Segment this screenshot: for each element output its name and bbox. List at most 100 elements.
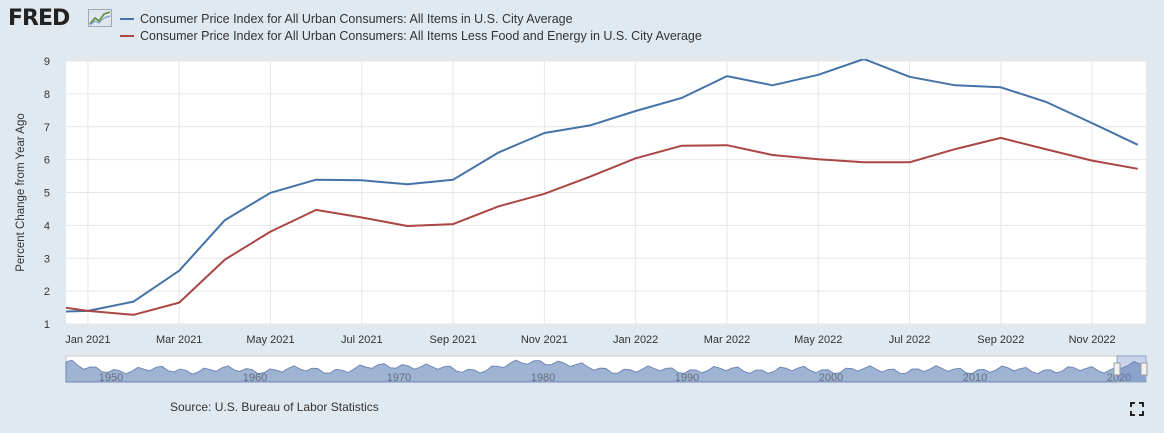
x-tick-label-2022-11: Nov 2022	[1069, 334, 1116, 346]
x-tick-label-2022-01: Jan 2022	[613, 334, 658, 346]
data-point-0-2022-02[interactable]	[675, 92, 687, 104]
legend-swatch-cpi-all	[120, 17, 134, 20]
data-point-0-2022-06[interactable]	[858, 53, 870, 65]
data-point-0-2022-08[interactable]	[949, 79, 961, 91]
data-point-1-2021-11[interactable]	[538, 188, 550, 200]
data-point-0-2021-05[interactable]	[264, 187, 276, 199]
data-point-0-2021-09[interactable]	[447, 174, 459, 186]
navigator-tick-label-2020: 2020	[1107, 372, 1131, 384]
navigator-tick-label-1960: 1960	[243, 372, 267, 384]
data-point-0-2022-11[interactable]	[1086, 117, 1098, 129]
y-axis-label: Percent Change from Year Ago	[15, 113, 27, 272]
series-lines	[42, 53, 1144, 321]
data-point-0-2021-07[interactable]	[356, 174, 368, 186]
fred-logo[interactable]: FRED	[8, 6, 70, 31]
data-point-1-2022-03[interactable]	[721, 139, 733, 151]
data-point-1-2021-06[interactable]	[310, 204, 322, 216]
y-tick-label-9: 9	[44, 56, 50, 68]
grid-lines	[66, 60, 1146, 325]
x-tick-label-2022-07: Jul 2022	[889, 334, 931, 346]
y-tick-label-2: 2	[44, 286, 50, 298]
data-point-0-2022-05[interactable]	[812, 69, 824, 81]
data-point-1-2021-12[interactable]	[584, 171, 596, 183]
data-point-0-2021-02[interactable]	[128, 296, 140, 308]
navigator-tick-label-1990: 1990	[675, 372, 699, 384]
x-tick-label-2022-05: May 2022	[794, 334, 842, 346]
x-tick-label-2021-09: Sep 2021	[430, 334, 477, 346]
x-tick-label-2022-03: Mar 2022	[704, 334, 750, 346]
x-tick-label-2021-05: May 2021	[246, 334, 294, 346]
navigator-tick-label-1950: 1950	[99, 372, 123, 384]
data-point-1-2021-09[interactable]	[447, 218, 459, 230]
data-point-0-2021-11[interactable]	[538, 127, 550, 139]
y-tick-label-6: 6	[44, 155, 50, 167]
data-point-0-2022-01[interactable]	[630, 105, 642, 117]
chart-header: FRED Consumer Price Index for All Urban …	[0, 0, 1164, 52]
data-point-1-2021-04[interactable]	[219, 254, 231, 266]
fullscreen-icon[interactable]	[1130, 402, 1144, 416]
navigator-tick-label-2010: 2010	[963, 372, 987, 384]
y-tick-label-4: 4	[44, 220, 50, 232]
legend-label-cpi-all: Consumer Price Index for All Urban Consu…	[140, 11, 573, 26]
x-tick-label-2021-11: Nov 2021	[521, 334, 568, 346]
data-point-1-2022-07[interactable]	[904, 156, 916, 168]
data-point-0-2022-10[interactable]	[1040, 96, 1052, 108]
data-point-0-2021-08[interactable]	[401, 178, 413, 190]
series-line-cpi-core[interactable]	[42, 136, 1138, 316]
data-point-0-2021-06[interactable]	[310, 174, 322, 186]
data-point-0-2021-03[interactable]	[173, 265, 185, 277]
source-note: Source: U.S. Bureau of Labor Statistics	[170, 400, 379, 414]
data-point-1-2022-08[interactable]	[949, 143, 961, 155]
x-tick-label-2021-07: Jul 2021	[341, 334, 383, 346]
x-axis-ticks: Jan 2021 Mar 2021 May 2021 Jul 2021 Sep 2021…	[65, 334, 1115, 346]
x-tick-label-2022-09: Sep 2022	[977, 334, 1024, 346]
legend-label-cpi-core: Consumer Price Index for All Urban Consu…	[140, 28, 702, 43]
data-point-1-2022-06[interactable]	[858, 156, 870, 168]
data-point-1-2021-08[interactable]	[401, 220, 413, 232]
data-point-1-2021-05[interactable]	[264, 226, 276, 238]
data-point-1-2021-02[interactable]	[128, 309, 140, 321]
data-point-1-2022-05[interactable]	[812, 153, 824, 165]
data-point-0-2022-04[interactable]	[767, 79, 779, 91]
navigator-tick-label-2000: 2000	[819, 372, 843, 384]
data-point-1-2022-02[interactable]	[675, 140, 687, 152]
data-point-0-2022-12[interactable]	[1132, 139, 1144, 151]
data-point-0-2021-04[interactable]	[219, 214, 231, 226]
navigator-series	[65, 359, 1147, 383]
navigator-handle-left[interactable]	[1113, 362, 1121, 376]
data-point-1-2022-09[interactable]	[995, 132, 1007, 144]
x-tick-label-2021-03: Mar 2021	[156, 334, 202, 346]
y-tick-label-1: 1	[44, 319, 50, 331]
series-line-cpi-all[interactable]	[42, 59, 1139, 313]
data-point-1-2021-03[interactable]	[173, 297, 185, 309]
line-chart-icon	[88, 9, 112, 27]
y-tick-label-3: 3	[44, 253, 50, 265]
data-point-0-2022-09[interactable]	[995, 81, 1007, 93]
data-point-1-2022-10[interactable]	[1040, 143, 1052, 155]
navigator-handle-right[interactable]	[1140, 362, 1148, 376]
data-point-0-2022-03[interactable]	[721, 70, 733, 82]
data-point-1-2021-10[interactable]	[493, 200, 505, 212]
y-axis-ticks: 1 2 3 4 5 6 7 8 9	[44, 56, 50, 331]
data-point-1-2021-07[interactable]	[356, 211, 368, 223]
legend-item-cpi-core[interactable]: Consumer Price Index for All Urban Consu…	[120, 27, 702, 44]
data-point-0-2021-10[interactable]	[493, 146, 505, 158]
data-point-1-2022-12[interactable]	[1132, 163, 1144, 175]
legend: Consumer Price Index for All Urban Consu…	[120, 10, 702, 44]
data-point-1-2022-04[interactable]	[767, 149, 779, 161]
y-tick-label-7: 7	[44, 122, 50, 134]
data-point-1-2022-11[interactable]	[1086, 155, 1098, 167]
x-tick-label-2021-01: Jan 2021	[65, 334, 110, 346]
legend-swatch-cpi-core	[120, 34, 134, 37]
data-point-0-2021-12[interactable]	[584, 119, 596, 131]
y-tick-label-8: 8	[44, 89, 50, 101]
y-tick-label-5: 5	[44, 188, 50, 200]
legend-item-cpi-all[interactable]: Consumer Price Index for All Urban Consu…	[120, 10, 702, 27]
navigator-tick-label-1970: 1970	[387, 372, 411, 384]
data-point-1-2021-01[interactable]	[82, 305, 94, 317]
data-point-0-2022-07[interactable]	[904, 71, 916, 83]
range-navigator[interactable]: 1950 1960 1970 1980 1990 2000 2010 2020	[65, 355, 1148, 384]
navigator-tick-label-1980: 1980	[531, 372, 555, 384]
data-point-1-2022-01[interactable]	[630, 152, 642, 164]
